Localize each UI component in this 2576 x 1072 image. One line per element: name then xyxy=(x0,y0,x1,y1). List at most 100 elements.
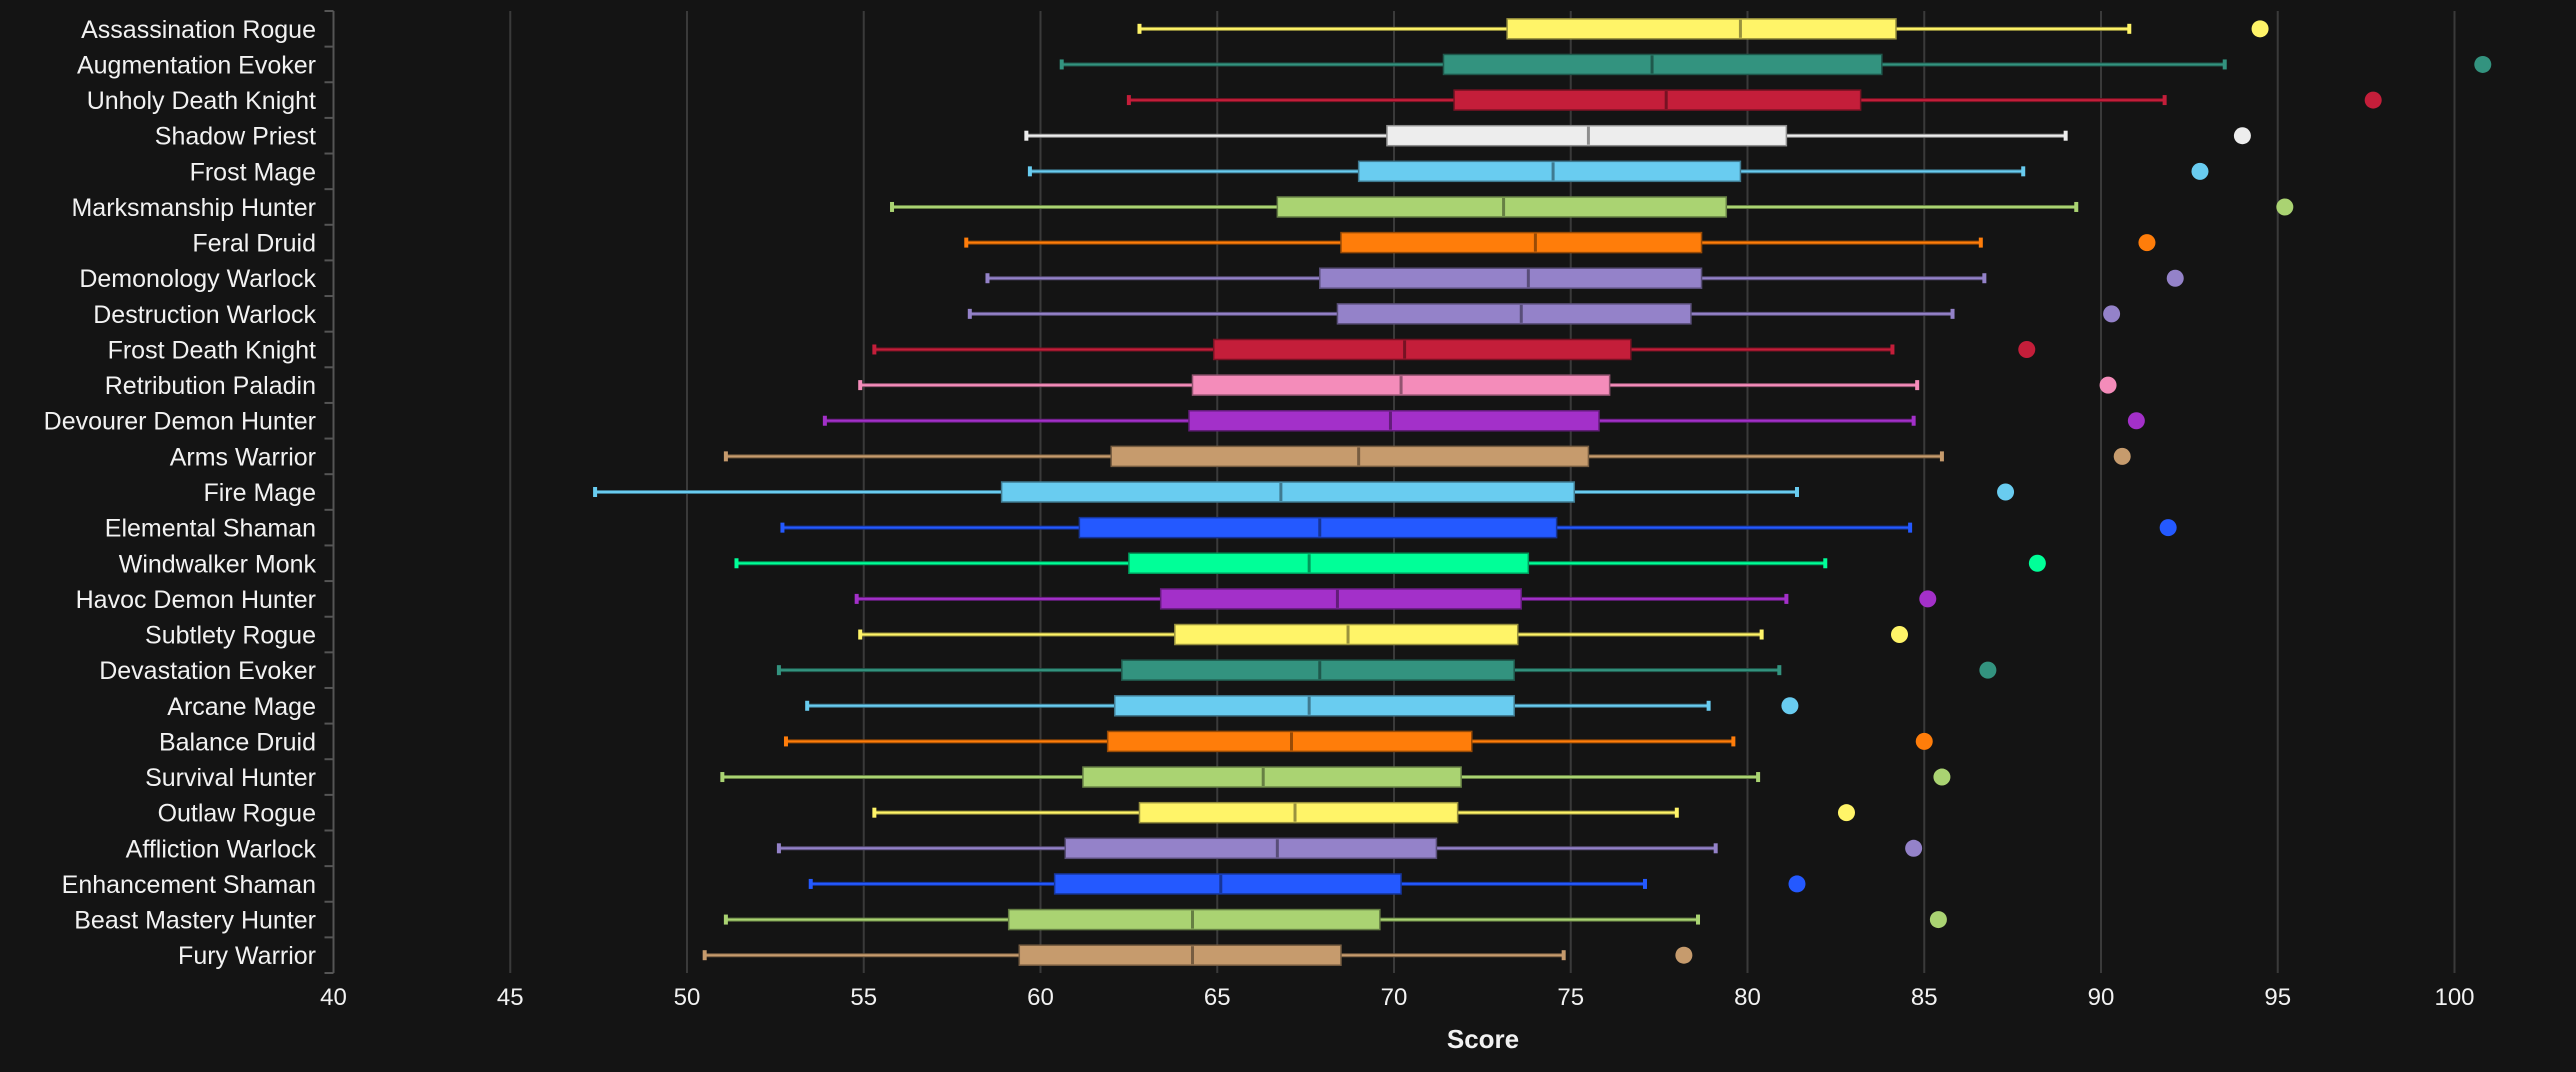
iqr-box xyxy=(1453,89,1862,111)
x-tick-label: 70 xyxy=(1381,984,1408,1011)
iqr-box xyxy=(1078,516,1558,539)
whisker-cap-high xyxy=(2127,23,2132,34)
whisker-cap-high xyxy=(1777,665,1782,676)
data-point xyxy=(1781,697,1799,715)
box-outlaw-rogue xyxy=(872,801,1855,824)
whisker-cap-low xyxy=(967,308,972,319)
whisker-cap-low xyxy=(964,237,969,248)
y-axis: Assassination Rogue Augmentation Evoker Un… xyxy=(44,10,335,975)
data-point xyxy=(1929,911,1947,929)
iqr-box xyxy=(1319,267,1703,289)
box-havoc-demon-hunter xyxy=(854,588,1937,610)
x-tick-label: 50 xyxy=(674,984,701,1011)
y-tick-label: Shadow Priest xyxy=(155,123,316,151)
x-axis-label: Score xyxy=(1447,1024,1519,1054)
data-point xyxy=(2103,305,2121,323)
data-point xyxy=(2028,554,2046,572)
y-tick-label: Survival Hunter xyxy=(145,764,316,792)
whisker-cap-high xyxy=(1696,914,1701,925)
whisker-cap-low xyxy=(1126,95,1131,106)
iqr-box xyxy=(1506,18,1897,40)
data-point xyxy=(2191,162,2209,180)
x-tick-label: 45 xyxy=(497,984,524,1011)
data-point xyxy=(1905,839,1923,857)
y-tick-label: Retribution Paladin xyxy=(105,372,316,400)
iqr-box xyxy=(1159,588,1523,610)
x-tick-label: 90 xyxy=(2088,984,2115,1011)
data-point xyxy=(1788,875,1806,893)
data-point xyxy=(2113,447,2131,465)
y-tick-label: Augmentation Evoker xyxy=(77,51,316,79)
whisker-cap-high xyxy=(1756,772,1761,783)
data-point xyxy=(1891,626,1909,644)
data-point xyxy=(1837,804,1855,822)
box-marksmanship-hunter xyxy=(890,196,2294,218)
x-tick-label: 100 xyxy=(2434,984,2474,1011)
whisker-cap-low xyxy=(1137,23,1142,34)
data-point xyxy=(2127,412,2145,430)
y-tick-label: Beast Mastery Hunter xyxy=(74,907,316,935)
data-point xyxy=(2474,55,2492,73)
whisker-cap-high xyxy=(1759,629,1764,640)
whisker-cap-low xyxy=(822,415,827,426)
box-arms-warrior xyxy=(723,445,2131,468)
box-retribution-paladin xyxy=(858,374,2117,396)
y-tick-label: Feral Druid xyxy=(192,230,316,258)
box-windwalker-monk xyxy=(734,552,2046,575)
whisker-cap-low xyxy=(1024,130,1029,141)
y-tick-label: Destruction Warlock xyxy=(93,301,316,329)
whisker-cap-low xyxy=(776,843,781,854)
box-devourer-demon-hunter xyxy=(822,409,2145,432)
whisker-cap-low xyxy=(734,558,739,569)
whisker-cap-high xyxy=(1939,451,1944,462)
box-feral-druid xyxy=(964,231,2156,254)
data-point xyxy=(1997,483,2015,501)
whisker-cap-low xyxy=(985,273,990,284)
box-arcane-mage xyxy=(805,695,1799,717)
whisker-cap-low xyxy=(702,950,707,961)
data-point xyxy=(2018,340,2036,358)
iqr-box xyxy=(1053,873,1402,895)
iqr-box xyxy=(1442,53,1883,76)
box-augmentation-evoker xyxy=(1059,53,2492,76)
iqr-box xyxy=(1106,730,1473,753)
iqr-box xyxy=(1212,338,1632,361)
box-beast-mastery-hunter xyxy=(723,908,1947,931)
data-point xyxy=(2276,198,2294,216)
y-tick-label: Balance Druid xyxy=(159,728,316,756)
x-tick-label: 80 xyxy=(1734,984,1761,1011)
y-tick-label: Windwalker Monk xyxy=(119,550,317,578)
whisker-cap-high xyxy=(1823,558,1828,569)
x-tick-label: 95 xyxy=(2264,984,2291,1011)
box-enhancement-shaman xyxy=(808,873,1806,895)
whisker-cap-low xyxy=(1059,59,1064,70)
iqr-box xyxy=(1357,160,1742,183)
data-point xyxy=(1979,661,1997,679)
box-shadow-priest xyxy=(1024,124,2251,147)
iqr-box xyxy=(1188,409,1600,432)
box-subtlety-rogue xyxy=(858,623,1909,646)
whisker-cap-low xyxy=(723,451,728,462)
whisker-cap-high xyxy=(1794,487,1799,498)
iqr-box xyxy=(1082,766,1462,788)
data-point xyxy=(2233,127,2251,145)
y-tick-label: Frost Mage xyxy=(190,158,316,186)
x-tick-label: 40 xyxy=(320,984,347,1011)
data-point xyxy=(1919,590,1937,608)
whisker-cap-high xyxy=(1784,593,1789,604)
data-point xyxy=(2364,91,2382,109)
y-tick-label: Arcane Mage xyxy=(167,693,316,721)
box-fire-mage xyxy=(593,481,2015,503)
data-point xyxy=(2099,376,2117,394)
y-tick-label: Unholy Death Knight xyxy=(87,87,316,115)
boxes xyxy=(593,18,2492,966)
iqr-box xyxy=(1113,695,1515,717)
whisker-cap-high xyxy=(1731,736,1736,747)
whisker-cap-low xyxy=(854,593,859,604)
box-unholy-death-knight xyxy=(1126,89,2382,111)
box-devastation-evoker xyxy=(776,659,1997,681)
whisker-cap-high xyxy=(2162,95,2167,106)
x-tick-label: 60 xyxy=(1027,984,1054,1011)
y-tick-label: Havoc Demon Hunter xyxy=(76,586,316,614)
box-demonology-warlock xyxy=(985,267,2184,289)
